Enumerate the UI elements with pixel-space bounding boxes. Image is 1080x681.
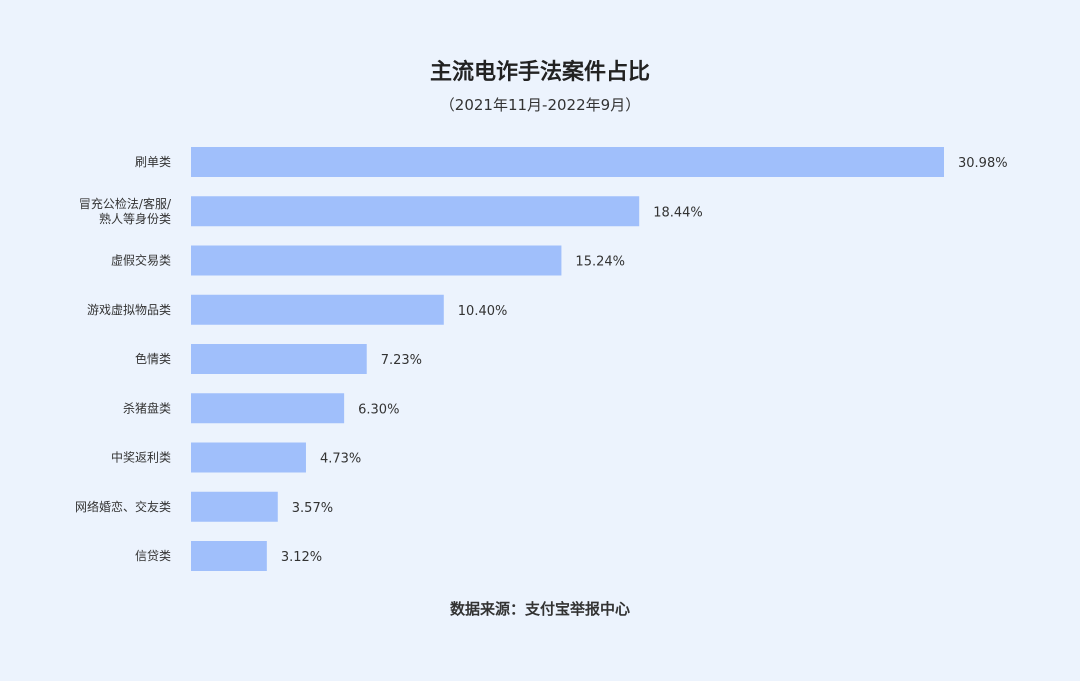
category-label-8: 信贷类: [135, 549, 171, 563]
bar-6: [191, 442, 306, 473]
bar-1: [191, 196, 640, 227]
category-label-6: 中奖返利类: [111, 450, 171, 465]
category-labels: 刷单类冒充公检法/客服/熟人等身份类虚假交易类游戏虚拟物品类色情类杀猪盘类中奖返…: [75, 155, 172, 563]
category-label-1-line-0: 冒充公检法/客服/: [79, 196, 172, 211]
value-label-1: 18.44%: [653, 205, 703, 220]
chart-subtitle: （2021年11月-2022年9月）: [440, 96, 640, 114]
value-label-8: 3.12%: [281, 550, 322, 565]
category-label-1-line-1: 熟人等身份类: [99, 211, 171, 226]
bar-3: [191, 294, 444, 325]
category-label-7: 网络婚恋、交友类: [75, 499, 171, 514]
value-label-5: 6.30%: [358, 402, 399, 417]
value-label-7: 3.57%: [292, 501, 333, 516]
value-label-6: 4.73%: [320, 452, 361, 467]
category-label-3: 游戏虚拟物品类: [87, 303, 171, 317]
value-label-2: 15.24%: [575, 255, 625, 270]
value-label-4: 7.23%: [381, 353, 422, 368]
bar-2: [191, 245, 562, 276]
bar-8: [191, 541, 267, 571]
bar-0: [191, 147, 944, 177]
category-label-4: 色情类: [135, 352, 171, 366]
bar-4: [191, 344, 367, 374]
bar-5: [191, 393, 345, 424]
bar-group: [191, 147, 944, 571]
bar-7: [191, 491, 278, 522]
source-note: 数据来源：支付宝举报中心: [450, 600, 630, 618]
value-labels: 30.98% 18.44% 15.24% 10.40% 7.23% 6.30% 4.73% 3…: [281, 156, 1008, 565]
value-label-3: 10.40%: [458, 304, 508, 319]
category-label-2: 虚假交易类: [111, 253, 171, 268]
category-label-0: 刷单类: [135, 155, 171, 169]
chart-title: 主流电诈手法案件占比: [430, 59, 650, 85]
category-label-5: 杀猪盘类: [123, 400, 171, 415]
value-label-0: 30.98%: [958, 156, 1008, 171]
